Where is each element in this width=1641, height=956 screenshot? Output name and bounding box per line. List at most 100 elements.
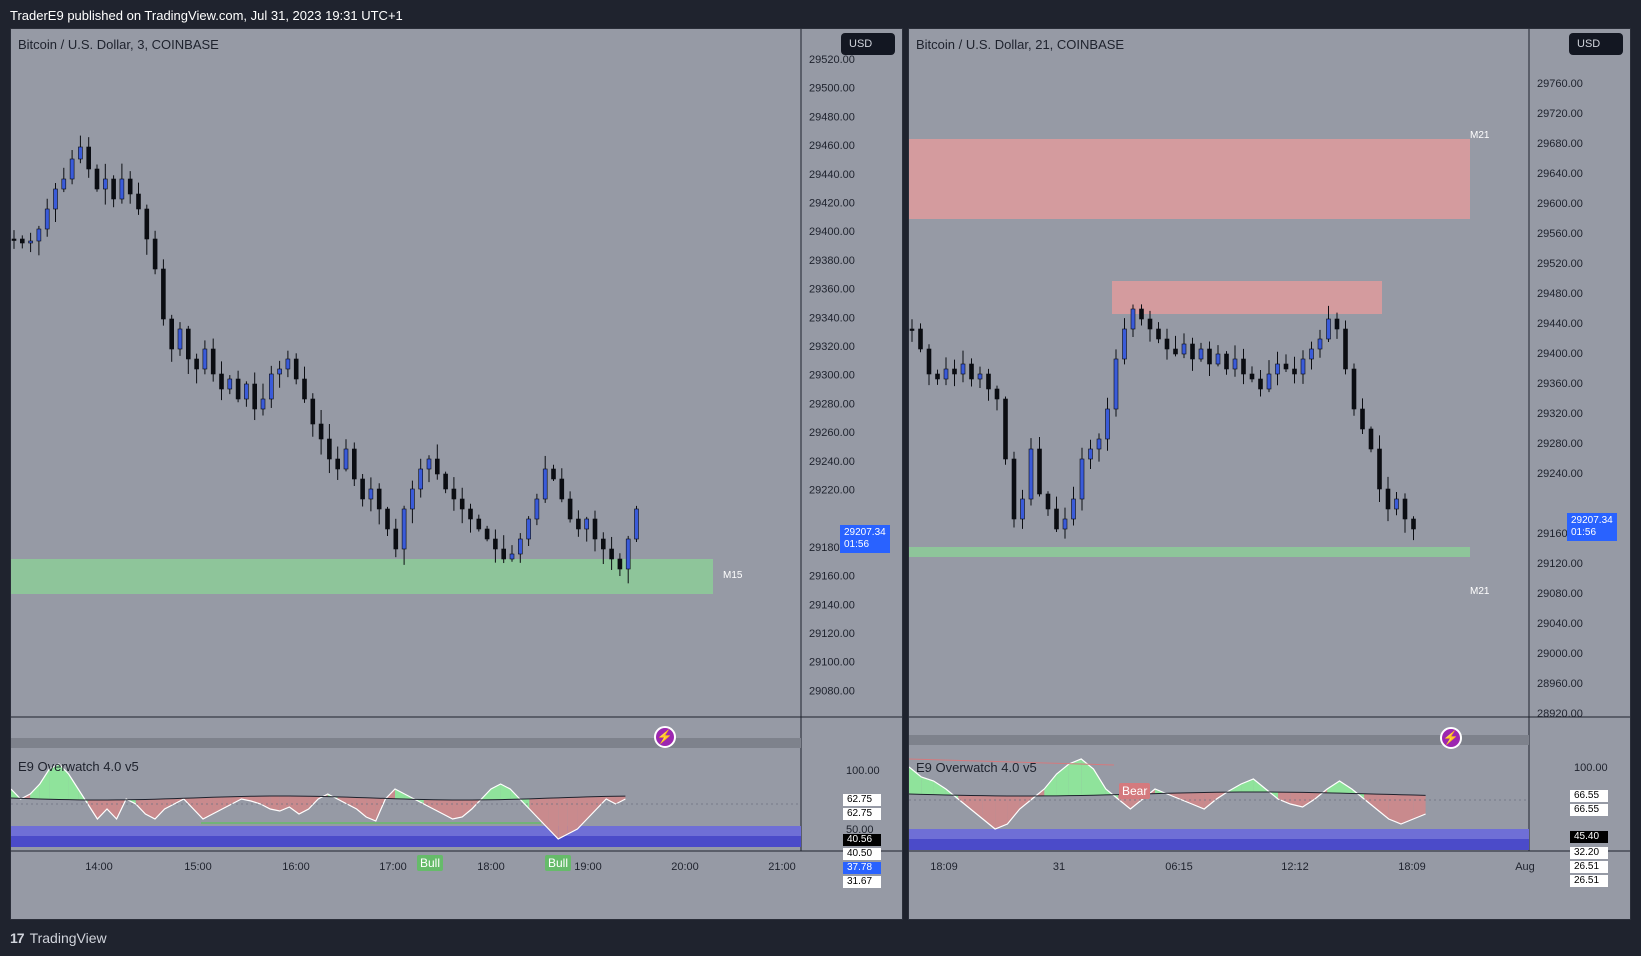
osc-bull-fill — [1093, 769, 1106, 796]
bear-candle — [1343, 328, 1348, 370]
price-tick-label: 29260.00 — [809, 427, 855, 439]
price-tick-label: 29440.00 — [809, 169, 855, 181]
left-ind-value-4: 40.50 — [843, 848, 881, 860]
bear-candle — [351, 448, 357, 480]
bull-candle — [426, 458, 432, 470]
right-countdown: 01:56 — [1571, 527, 1597, 538]
bear-candle — [468, 508, 473, 520]
bear-candle — [1411, 518, 1416, 530]
price-tick-label: 29360.00 — [1537, 378, 1583, 390]
bear-candle — [1283, 363, 1289, 370]
oscillator-ma-line — [909, 791, 1426, 797]
bear-candle — [152, 238, 158, 270]
price-tick-label: 29560.00 — [1537, 228, 1583, 240]
bull-candle — [943, 368, 949, 380]
bull-candle — [1266, 373, 1272, 390]
price-tick-label: 29240.00 — [1537, 468, 1583, 480]
left-chart-pane[interactable]: 29520.00 29500.00 29480.00 29460.00 29440.00… — [10, 28, 903, 920]
bull-candle — [1198, 348, 1204, 360]
bull-candle — [1275, 363, 1280, 375]
bull-candle — [401, 508, 407, 550]
osc-bear-fill — [356, 797, 367, 817]
bear-candle — [219, 373, 224, 390]
osc-bear-fill — [1413, 795, 1426, 819]
bear-candle — [1037, 448, 1042, 495]
bull-candle — [78, 146, 83, 160]
osc-bear-fill — [135, 799, 146, 814]
price-tick-label: 28920.00 — [1537, 708, 1583, 720]
left-countdown: 01:56 — [844, 539, 870, 550]
time-tick-label: 17:00 — [379, 861, 407, 873]
left-ind-scale-mid: 50.00 — [846, 824, 874, 836]
bull-candle — [584, 518, 590, 530]
bull-candle — [202, 348, 208, 370]
bull-candle — [119, 178, 125, 200]
time-tick-label: 31 — [1053, 861, 1065, 873]
left-chart-canvas: 29520.00 29500.00 29480.00 29460.00 29440.00… — [11, 29, 902, 873]
price-tick-label: 29240.00 — [809, 456, 855, 468]
bear-candle — [909, 328, 915, 331]
bear-candle — [1147, 318, 1153, 330]
left-currency-button[interactable]: USD — [841, 33, 895, 55]
right-ind-value-1: 66.55 — [1570, 790, 1608, 802]
bull-candle — [277, 368, 282, 375]
osc-bear-fill — [1179, 792, 1192, 804]
time-tick-label: Aug — [1515, 861, 1535, 873]
osc-bear-fill — [347, 797, 357, 809]
left-ind-value-2: 62.75 — [843, 808, 881, 820]
right-ind-value-3: 45.40 — [1570, 831, 1608, 843]
bear-candle — [310, 398, 316, 425]
bear-candle — [1377, 448, 1382, 490]
osc-bear-fill — [443, 799, 453, 819]
lightning-bolt-icon[interactable]: ⚡ — [1440, 727, 1462, 749]
bear-candle — [1139, 308, 1144, 320]
oversold-band-light — [909, 829, 1529, 839]
bull-candle — [542, 468, 548, 500]
bull-candle — [1113, 358, 1119, 410]
lightning-bolt-icon[interactable]: ⚡ — [654, 726, 676, 748]
osc-bear-fill — [462, 799, 472, 817]
right-currency-button[interactable]: USD — [1569, 33, 1623, 55]
bull-candle — [1105, 408, 1110, 440]
bear-candle — [592, 518, 598, 540]
osc-bull-fill — [909, 767, 922, 795]
bear-candle — [186, 328, 191, 360]
osc-bear-fill — [995, 795, 1008, 829]
bear-candle — [327, 438, 332, 460]
bull-candle — [103, 178, 108, 190]
left-bull-signal-1: Bull — [417, 855, 444, 871]
osc-bear-fill — [982, 795, 996, 829]
bull-candle — [69, 158, 75, 180]
bull-candle — [1394, 498, 1399, 510]
time-tick-label: 12:12 — [1281, 861, 1309, 873]
bear-candle — [20, 238, 25, 244]
osc-bear-fill — [193, 797, 203, 819]
bull-candle — [1232, 358, 1238, 370]
bull-candle — [1130, 308, 1136, 330]
osc-bear-fill — [366, 797, 376, 821]
bear-candle — [567, 498, 573, 520]
bear-candle — [194, 358, 199, 370]
osc-bull-fill — [1327, 781, 1340, 794]
time-tick-label: 19:00 — [574, 861, 602, 873]
bear-candle — [302, 378, 307, 400]
price-tick-label: 29680.00 — [1537, 138, 1583, 150]
bear-candle — [235, 378, 241, 400]
price-tick-label: 29480.00 — [809, 111, 855, 123]
right-indicator-title: E9 Overwatch 4.0 v5 — [916, 760, 1037, 775]
osc-bull-fill — [395, 789, 405, 800]
right-zone-label-top: M21 — [1470, 130, 1490, 141]
bull-candle — [1062, 518, 1068, 530]
oversold-band-light — [11, 826, 801, 836]
left-chart-title: Bitcoin / U.S. Dollar, 3, COINBASE — [18, 37, 219, 52]
bull-candle — [1096, 438, 1102, 450]
bear-candle — [1045, 493, 1051, 510]
bull-candle — [1028, 448, 1034, 500]
bull-candle — [227, 378, 233, 390]
bear-candle — [484, 528, 490, 540]
bull-candle — [509, 553, 515, 560]
bull-candle — [410, 488, 415, 510]
right-chart-pane[interactable]: 29760.00 29720.00 29680.00 29640.00 29600.00… — [908, 28, 1631, 920]
left-ind-value-5: 37.78 — [843, 862, 881, 874]
time-tick-label: 06:15 — [1165, 861, 1193, 873]
